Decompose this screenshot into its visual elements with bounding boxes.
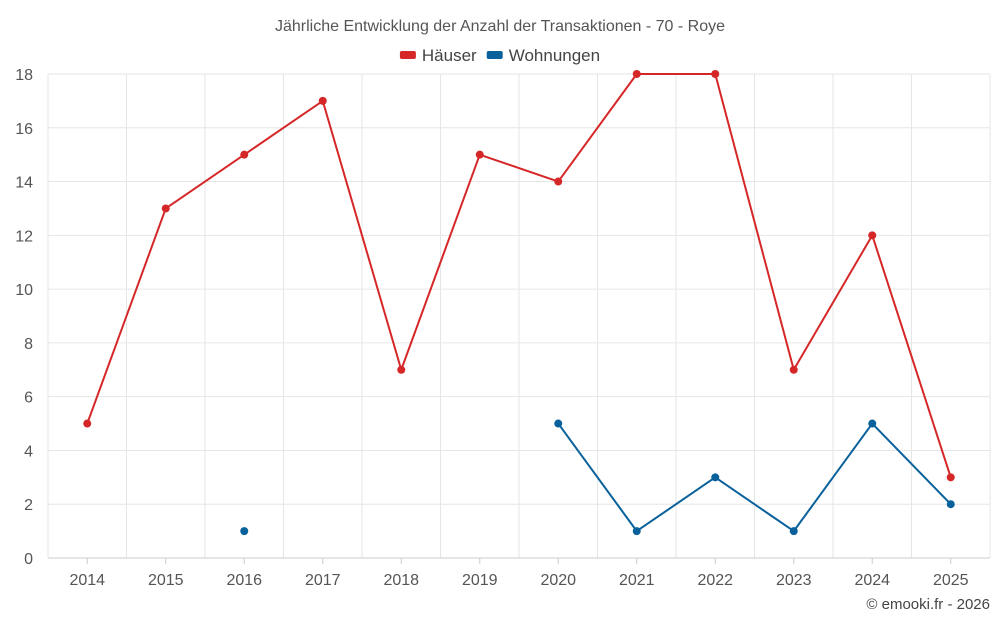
legend-label: Wohnungen — [509, 46, 600, 65]
data-point — [632, 70, 641, 78]
x-gridlines — [47, 74, 991, 558]
legend-label: Häuser — [422, 46, 477, 65]
x-tick-label: 2019 — [462, 572, 498, 589]
legend-item-0: Häuser — [399, 46, 477, 65]
y-tick-label: 6 — [24, 390, 33, 407]
y-tick-label: 18 — [15, 67, 33, 84]
y-tick-label: 2 — [24, 497, 33, 514]
y-tick-label: 12 — [15, 228, 33, 245]
series-1 — [240, 419, 955, 536]
data-point — [83, 419, 92, 428]
legend-swatch — [486, 51, 503, 59]
series-0 — [83, 70, 955, 482]
y-tick-label: 14 — [15, 175, 33, 192]
x-tick-label: 2016 — [226, 572, 262, 589]
data-point — [946, 473, 955, 482]
data-point — [711, 70, 720, 78]
legend: Häuser Wohnungen — [399, 46, 600, 65]
y-tick-label: 4 — [24, 443, 33, 460]
data-point — [397, 365, 406, 374]
data-point — [318, 96, 327, 105]
legend-item-1: Wohnungen — [486, 46, 600, 65]
credit-text: © emooki.fr - 2026 — [866, 596, 990, 613]
data-point — [161, 204, 170, 213]
y-tick-label: 0 — [24, 551, 33, 568]
legend-swatch — [399, 51, 416, 59]
data-point — [789, 365, 798, 374]
series-group — [83, 70, 955, 536]
x-tick-label: 2018 — [383, 572, 419, 589]
x-tick-label: 2021 — [619, 572, 655, 589]
x-tick-label: 2017 — [305, 572, 341, 589]
x-tick-label: 2025 — [933, 572, 969, 589]
y-tick-label: 16 — [15, 121, 33, 138]
y-tick-label: 8 — [24, 336, 33, 353]
series-line — [557, 422, 952, 533]
y-tick-label: 10 — [15, 282, 33, 299]
x-tick-label: 2015 — [148, 572, 184, 589]
x-tick-labels: 2014 2015 2016 2017 2018 2019 2020 2021 2022 2023… — [69, 558, 969, 589]
data-point — [711, 473, 720, 482]
data-point — [240, 150, 249, 159]
x-tick-label: 2022 — [697, 572, 733, 589]
data-point — [868, 419, 877, 428]
chart-title: Jährliche Entwicklung der Anzahl der Tra… — [275, 18, 725, 35]
data-point — [475, 150, 484, 159]
x-tick-label: 2024 — [854, 572, 890, 589]
data-point — [240, 527, 249, 536]
y-tick-labels: 0 2 4 6 8 10 12 14 16 18 — [15, 67, 33, 568]
data-point — [789, 527, 798, 536]
data-point — [632, 527, 641, 536]
x-tick-label: 2014 — [69, 572, 105, 589]
x-tick-label: 2020 — [540, 572, 576, 589]
data-point — [554, 177, 563, 186]
data-point — [554, 419, 563, 428]
x-tick-label: 2023 — [776, 572, 812, 589]
data-point — [868, 231, 877, 240]
data-point — [946, 500, 955, 509]
series-line — [86, 73, 952, 478]
